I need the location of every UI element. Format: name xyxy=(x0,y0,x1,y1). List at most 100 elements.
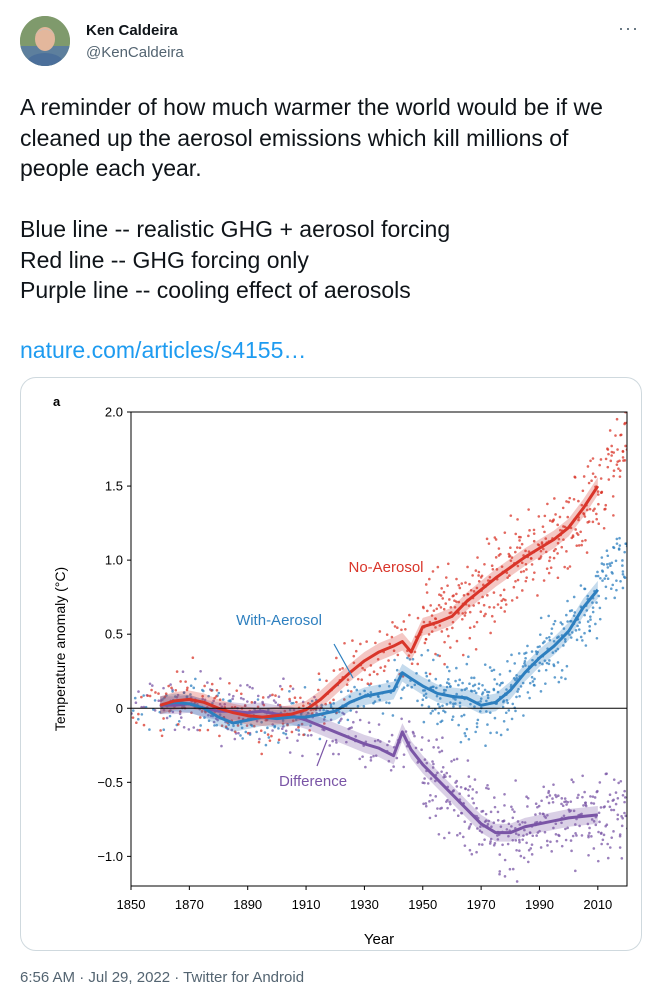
scatter-dot xyxy=(154,691,157,694)
scatter-dot xyxy=(213,724,216,727)
scatter-dot xyxy=(281,719,285,722)
chart-image-card[interactable]: 2.0 1.5 1.0 0.5 0 −0.5 −1.0 1850 1870 1890 1910 193… xyxy=(20,377,642,951)
scatter-dot xyxy=(487,542,491,545)
scatter-dot xyxy=(620,857,624,860)
author-name[interactable]: Ken Caldeira xyxy=(86,22,178,39)
scatter-dot xyxy=(186,686,189,690)
scatter-dot xyxy=(451,626,454,630)
scatter-dot xyxy=(373,700,377,703)
article-link[interactable]: nature.com/articles/s4155… xyxy=(20,337,307,363)
scatter-dot xyxy=(246,700,249,703)
scatter-dot xyxy=(337,710,341,714)
scatter-dot xyxy=(607,478,611,481)
scatter-dot xyxy=(623,789,626,793)
scatter-dot xyxy=(431,709,434,713)
scatter-dot xyxy=(610,808,613,812)
scatter-dot xyxy=(564,827,567,831)
scatter-dot xyxy=(554,513,557,516)
scatter-dot xyxy=(468,682,471,686)
scatter-dot xyxy=(353,685,356,689)
scatter-dot xyxy=(204,710,207,714)
scatter-dot xyxy=(493,620,497,623)
scatter-dot xyxy=(385,701,388,704)
author-handle[interactable]: @KenCaldeira xyxy=(86,44,184,61)
scatter-dot xyxy=(431,685,434,689)
scatter-dot xyxy=(537,804,541,808)
scatter-dot xyxy=(426,648,430,652)
scatter-dot xyxy=(461,612,465,615)
scatter-dot xyxy=(246,731,250,735)
scatter-dot xyxy=(476,827,479,830)
scatter-dot xyxy=(544,537,548,540)
scatter-dot xyxy=(173,728,177,732)
scatter-dot xyxy=(536,831,540,834)
scatter-dot xyxy=(201,688,204,692)
scatter-dot xyxy=(354,735,358,738)
scatter-dot xyxy=(594,475,597,479)
scatter-dot xyxy=(584,804,588,808)
more-options-icon[interactable]: ··· xyxy=(618,18,639,38)
scatter-dot xyxy=(615,463,619,466)
scatter-dot xyxy=(429,604,432,607)
scatter-dot xyxy=(297,733,301,736)
scatter-dot xyxy=(474,569,478,572)
scatter-dot xyxy=(557,537,561,541)
scatter-dot xyxy=(537,515,541,518)
scatter-dot xyxy=(299,712,303,716)
scatter-dot xyxy=(588,507,592,511)
scatter-dot xyxy=(612,778,616,781)
scatter-dot xyxy=(182,726,186,729)
scatter-dot xyxy=(551,520,554,523)
scatter-dot xyxy=(518,546,522,550)
scatter-dot xyxy=(175,670,179,673)
scatter-dot xyxy=(576,533,580,536)
scatter-dot xyxy=(244,730,248,734)
scatter-dot xyxy=(534,802,538,805)
scatter-dot xyxy=(572,809,576,813)
scatter-dot xyxy=(479,697,483,700)
scatter-dot xyxy=(223,703,227,706)
scatter-dot xyxy=(255,730,258,734)
scatter-dot xyxy=(547,614,550,618)
scatter-dot xyxy=(519,854,523,858)
scatter-dot xyxy=(550,850,554,853)
scatter-dot xyxy=(168,710,171,713)
scatter-dot xyxy=(590,835,593,838)
scatter-dot xyxy=(608,429,612,432)
scatter-dot xyxy=(554,822,558,826)
scatter-dot xyxy=(583,613,586,617)
scatter-dot xyxy=(477,682,481,686)
scatter-dot xyxy=(467,737,471,741)
scatter-dot xyxy=(506,701,510,705)
scatter-dot xyxy=(427,705,431,708)
scatter-dot xyxy=(616,796,620,800)
scatter-dot xyxy=(164,692,168,695)
scatter-dot xyxy=(458,586,462,590)
scatter-dot xyxy=(292,701,295,705)
scatter-dot xyxy=(294,728,298,731)
scatter-dot xyxy=(521,681,525,685)
scatter-dot xyxy=(187,728,191,731)
scatter-dot xyxy=(590,801,593,805)
scatter-dot xyxy=(393,678,397,682)
scatter-dot xyxy=(524,562,528,566)
scatter-dot xyxy=(475,725,479,729)
scatter-dot xyxy=(458,678,461,682)
scatter-dot xyxy=(450,718,454,722)
avatar[interactable] xyxy=(20,16,70,66)
scatter-dot xyxy=(575,834,578,837)
scatter-dot xyxy=(306,701,310,705)
scatter-dot xyxy=(542,579,546,582)
tweet-timestamp[interactable]: 6:56 AM · Jul 29, 2022 · Twitter for And… xyxy=(20,969,305,986)
scatter-dot xyxy=(580,543,583,547)
scatter-dot xyxy=(162,728,166,732)
scatter-dot xyxy=(408,658,412,661)
scatter-dot xyxy=(560,797,564,800)
scatter-dot xyxy=(253,701,256,704)
scatter-dot xyxy=(501,681,504,685)
scatter-dot xyxy=(368,730,372,734)
scatter-dot xyxy=(628,568,631,571)
scatter-dot xyxy=(597,502,600,506)
scatter-dot xyxy=(267,736,271,739)
scatter-dot xyxy=(531,680,535,683)
